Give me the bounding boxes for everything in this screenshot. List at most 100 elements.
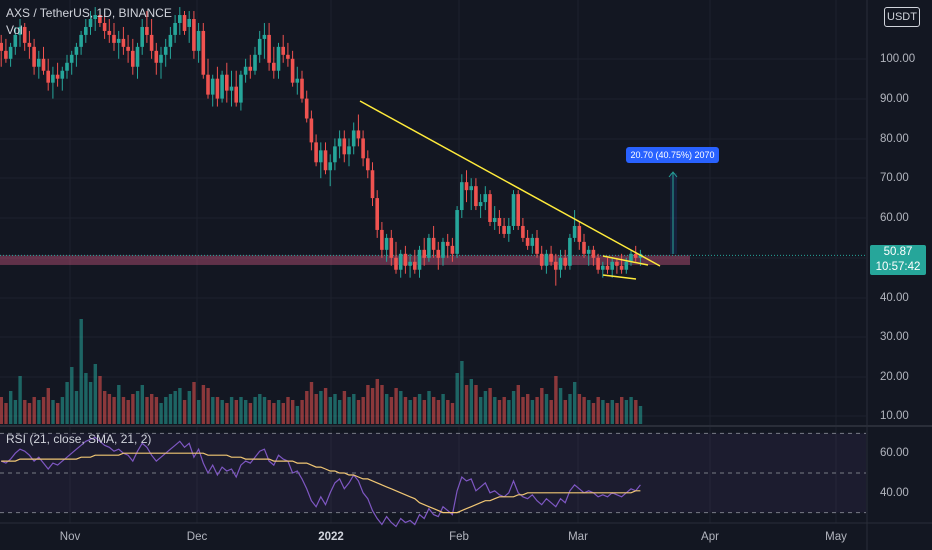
candle-body xyxy=(455,210,459,254)
volume-bar xyxy=(544,394,549,424)
rsi-y-tick-label: 40.00 xyxy=(880,487,909,499)
candle-body xyxy=(74,46,79,55)
candle-body xyxy=(427,237,431,258)
volume-bar xyxy=(352,394,356,424)
y-tick-label: 10.00 xyxy=(880,410,909,422)
candle-body xyxy=(51,74,55,83)
candle-body xyxy=(206,74,210,95)
candle-body xyxy=(337,138,342,147)
volume-bar xyxy=(295,406,300,424)
wedge-upper-line xyxy=(602,255,649,266)
y-tick-label: 90.00 xyxy=(880,93,909,105)
candle-body xyxy=(309,118,314,143)
volume-bar xyxy=(107,394,112,424)
candle-body xyxy=(380,229,384,250)
volume-bar xyxy=(432,397,436,424)
volume-bar xyxy=(347,397,351,424)
volume-bar xyxy=(79,319,83,424)
candle-body xyxy=(554,261,558,270)
candle-body xyxy=(84,26,88,35)
candle-body xyxy=(629,253,633,262)
candle-body xyxy=(168,34,173,47)
candle-body xyxy=(497,218,502,226)
volume-bar xyxy=(460,361,464,424)
volume-bar xyxy=(211,397,215,424)
volume-bar xyxy=(375,379,379,424)
candle-body xyxy=(8,46,13,59)
candle-body xyxy=(229,86,234,91)
candle-body xyxy=(239,74,243,103)
volume-bar xyxy=(13,400,18,424)
volume-bar xyxy=(610,400,614,424)
volume-bar xyxy=(634,400,638,424)
candle-body xyxy=(0,42,3,51)
volume-bar xyxy=(596,397,600,424)
volume-bar xyxy=(239,397,243,424)
volume-bar xyxy=(197,400,201,424)
candle-body xyxy=(304,98,309,119)
volume-bar xyxy=(573,382,577,424)
candle-body xyxy=(22,26,27,43)
volume-bar xyxy=(591,403,596,424)
volume-bar xyxy=(32,397,36,424)
candle-body xyxy=(18,26,22,35)
candle-body xyxy=(619,265,624,270)
currency-badge[interactable]: USDT xyxy=(884,7,920,27)
volume-bar xyxy=(309,382,314,424)
volume-bar xyxy=(27,403,32,424)
volume-bar xyxy=(516,385,520,424)
rsi-line xyxy=(0,436,641,528)
candle-body xyxy=(502,225,506,234)
volume-bar xyxy=(23,400,27,424)
last-price-tag: 50.87 10:57:42 xyxy=(870,245,926,275)
candle-body xyxy=(422,249,426,258)
candle-body xyxy=(234,86,238,103)
volume-bar xyxy=(366,385,370,424)
candle-body xyxy=(436,249,441,258)
volume-bar xyxy=(112,397,116,424)
volume-bar xyxy=(563,400,567,424)
symbol-title[interactable]: AXS / TetherUS, 1D, BINANCE xyxy=(6,6,172,20)
x-tick-label: Dec xyxy=(186,531,208,543)
candle-body xyxy=(32,46,36,67)
candle-body xyxy=(192,19,196,51)
candle-body xyxy=(215,78,220,99)
volume-bar xyxy=(159,403,163,424)
candle-body xyxy=(333,146,337,163)
price-range-label[interactable]: 20.70 (40.75%) 2070 xyxy=(626,147,719,163)
candle-body xyxy=(577,225,582,242)
volume-bar xyxy=(361,397,365,424)
candle-body xyxy=(413,261,417,270)
candle-body xyxy=(4,50,8,59)
candle-body xyxy=(140,26,144,47)
candle-body xyxy=(563,257,567,266)
candle-body xyxy=(323,150,328,171)
candle-body xyxy=(450,245,455,254)
volume-bar xyxy=(497,400,502,424)
volume-bar xyxy=(568,394,572,424)
candle-body xyxy=(624,261,629,270)
candle-body xyxy=(149,34,154,51)
candle-body xyxy=(530,237,535,246)
candle-body xyxy=(243,66,248,75)
candle-body xyxy=(375,198,379,230)
volume-bar xyxy=(455,373,459,424)
candle-body xyxy=(257,38,262,55)
candle-body xyxy=(408,261,412,266)
volume-bar xyxy=(582,397,586,424)
candle-body xyxy=(549,253,553,262)
volume-bar xyxy=(229,397,234,424)
volume-bar xyxy=(168,394,173,424)
rsi-legend[interactable]: RSI (21, close, SMA, 21, 2) xyxy=(6,432,152,446)
volume-bar xyxy=(413,397,417,424)
candle-body xyxy=(116,38,121,43)
volume-bar xyxy=(46,388,50,424)
volume-bar xyxy=(479,397,483,424)
volume-bar xyxy=(450,403,455,424)
volume-bar xyxy=(323,388,328,424)
volume-bar xyxy=(305,391,309,424)
candle-body xyxy=(558,257,563,270)
wedge-lower-line xyxy=(602,274,637,280)
volume-bar xyxy=(154,397,159,424)
